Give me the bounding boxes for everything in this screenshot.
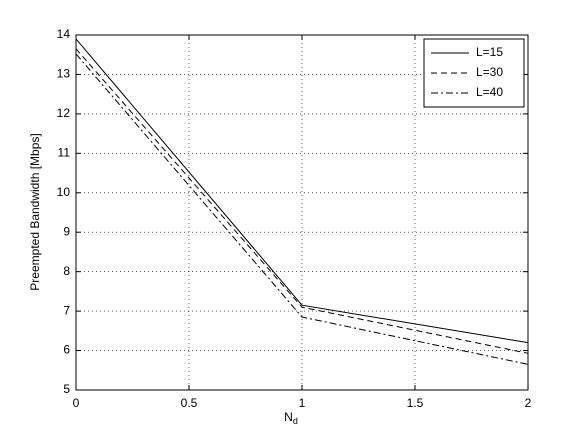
legend-label: L=30 <box>476 65 503 79</box>
x-tick-label: 2 <box>525 396 532 410</box>
x-tick-label: 1 <box>299 396 306 410</box>
x-tick-label: 0 <box>73 396 80 410</box>
legend-label: L=15 <box>476 45 503 59</box>
series-line <box>75 48 529 354</box>
x-tick-label: 1.5 <box>407 396 424 410</box>
y-tick-label: 7 <box>63 303 70 317</box>
legend-label: L=40 <box>476 85 503 99</box>
legend-box <box>423 38 525 108</box>
y-tick-label: 13 <box>57 67 71 81</box>
y-tick-label: 6 <box>63 343 70 357</box>
y-tick-label: 5 <box>63 382 70 396</box>
y-tick-label: 11 <box>58 146 71 160</box>
x-label-subscript: d <box>293 416 298 426</box>
x-tick-label: 0.5 <box>181 396 198 410</box>
x-axis-label: Nd <box>284 410 298 426</box>
y-tick-label: 10 <box>57 185 71 199</box>
x-label-main: N <box>284 410 293 424</box>
y-tick-label: 14 <box>57 27 71 41</box>
y-tick-label: 12 <box>57 106 71 120</box>
series-line <box>75 53 529 365</box>
series-line <box>75 38 529 344</box>
y-tick-label: 8 <box>63 264 70 278</box>
y-axis-label: Preempted Bandwidth [Mbps] <box>28 133 42 290</box>
y-tick-label: 9 <box>63 224 70 238</box>
